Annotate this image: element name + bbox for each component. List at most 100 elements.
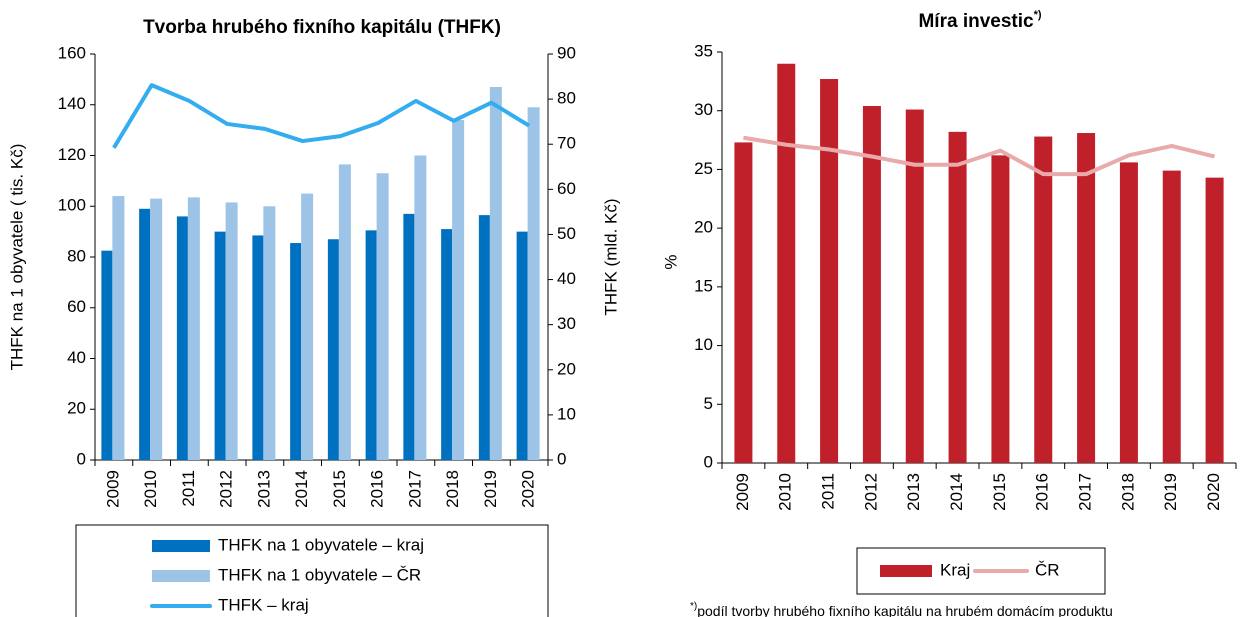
y-tick-label: 0: [704, 452, 713, 471]
bar: [252, 235, 264, 460]
y2-tick-label: 20: [557, 359, 576, 378]
y-tick-label: 30: [694, 100, 713, 119]
x-tick-label: 2020: [1204, 473, 1223, 511]
y-tick-label: 160: [58, 43, 86, 62]
bar: [214, 231, 226, 460]
x-tick-label: 2009: [103, 470, 122, 508]
bar: [905, 109, 924, 463]
x-tick-label: 2015: [330, 470, 349, 508]
chart-title: Míra investic*): [918, 9, 1041, 32]
bar: [441, 229, 453, 460]
x-tick-label: 2014: [947, 473, 966, 511]
y2-tick-label: 40: [557, 269, 576, 288]
x-tick-label: 2018: [1118, 473, 1137, 511]
bar: [101, 250, 113, 460]
x-tick-label: 2017: [1076, 473, 1095, 511]
bar: [263, 206, 276, 460]
bar: [187, 197, 200, 460]
y-tick-label: 5: [704, 394, 713, 413]
x-tick-label: 2010: [141, 470, 160, 508]
x-tick-label: 2013: [904, 473, 923, 511]
y-tick-label: 20: [67, 399, 86, 418]
y2-tick-label: 10: [557, 404, 576, 423]
bar: [290, 243, 302, 460]
x-tick-label: 2010: [776, 473, 795, 511]
bar: [338, 164, 351, 460]
bar: [1162, 170, 1181, 464]
bar: [991, 155, 1010, 463]
y-tick-label: 40: [67, 348, 86, 367]
x-tick-label: 2011: [179, 470, 198, 507]
y2-tick-label: 0: [557, 449, 566, 468]
bar: [1077, 133, 1096, 464]
y2-tick-label: 70: [557, 134, 576, 153]
bar: [820, 79, 839, 463]
bar: [365, 230, 377, 460]
x-tick-label: 2011: [819, 473, 838, 510]
x-tick-label: 2018: [443, 470, 462, 508]
x-tick-label: 2016: [368, 470, 387, 508]
y-tick-label: 10: [694, 335, 713, 354]
y2-tick-label: 60: [557, 179, 576, 198]
y2-tick-label: 80: [557, 89, 576, 108]
title-text: Míra investic: [918, 11, 1034, 32]
bar: [452, 119, 465, 460]
bar: [516, 231, 528, 460]
x-tick-label: 2012: [861, 473, 880, 511]
bar: [225, 202, 238, 460]
y-tick-label: 140: [58, 94, 86, 113]
x-tick-label: 2012: [217, 470, 236, 508]
y2-tick-label: 30: [557, 314, 576, 333]
bar: [414, 155, 427, 460]
x-tick-label: 2009: [733, 473, 752, 511]
legend-label: Kraj: [940, 560, 970, 579]
line: [743, 135, 1216, 177]
y2-tick-label: 90: [557, 43, 576, 62]
bar: [150, 198, 163, 460]
bar: [1205, 177, 1224, 464]
x-tick-label: 2016: [1033, 473, 1052, 511]
legend-swatch: [880, 565, 932, 577]
chart-title: Tvorba hrubého fixního kapitálu (THFK): [143, 17, 501, 38]
x-tick-label: 2020: [519, 470, 538, 508]
x-tick-label: 2013: [254, 470, 273, 508]
bar: [478, 215, 490, 460]
y2-axis-label: THFK (mld. Kč): [601, 198, 620, 315]
bar: [176, 216, 188, 460]
bar: [777, 63, 796, 463]
legend-swatch: [152, 570, 210, 582]
bar: [734, 142, 753, 464]
bar: [527, 107, 540, 460]
y-tick-label: 0: [77, 449, 86, 468]
y-tick-label: 120: [58, 145, 86, 164]
bar: [327, 239, 339, 460]
bar: [301, 193, 314, 460]
y-tick-label: 25: [694, 159, 713, 178]
bar: [139, 208, 151, 460]
y-tick-label: 60: [67, 297, 86, 316]
bar: [1119, 162, 1138, 463]
footnote: *)podíl tvorby hrubého fixního kapitálu …: [690, 601, 1113, 617]
legend-label: THFK na 1 obyvatele – ČR: [218, 565, 421, 584]
y2-tick-label: 50: [557, 224, 576, 243]
legend-label: THFK na 1 obyvatele – kraj: [218, 535, 424, 554]
bar: [489, 86, 502, 461]
footnote-text: podíl tvorby hrubého fixního kapitálu na…: [697, 603, 1113, 617]
footnote-marker: *): [690, 601, 697, 612]
y-axis-label: %: [661, 254, 680, 269]
legend-swatch: [152, 540, 210, 552]
bar: [1034, 136, 1053, 463]
legend-label: THFK – kraj: [218, 595, 309, 614]
y-tick-label: 15: [694, 276, 713, 295]
x-tick-label: 2019: [481, 470, 500, 508]
x-tick-label: 2017: [405, 470, 424, 508]
y-tick-label: 80: [67, 246, 86, 265]
bar: [376, 173, 389, 460]
y-tick-label: 35: [694, 41, 713, 60]
x-tick-label: 2015: [990, 473, 1009, 511]
title-superscript: *): [1034, 9, 1042, 21]
x-tick-label: 2014: [292, 470, 311, 508]
bar: [948, 131, 967, 463]
y-axis-label: THFK na 1 obyvatele ( tis. Kč): [7, 144, 26, 371]
